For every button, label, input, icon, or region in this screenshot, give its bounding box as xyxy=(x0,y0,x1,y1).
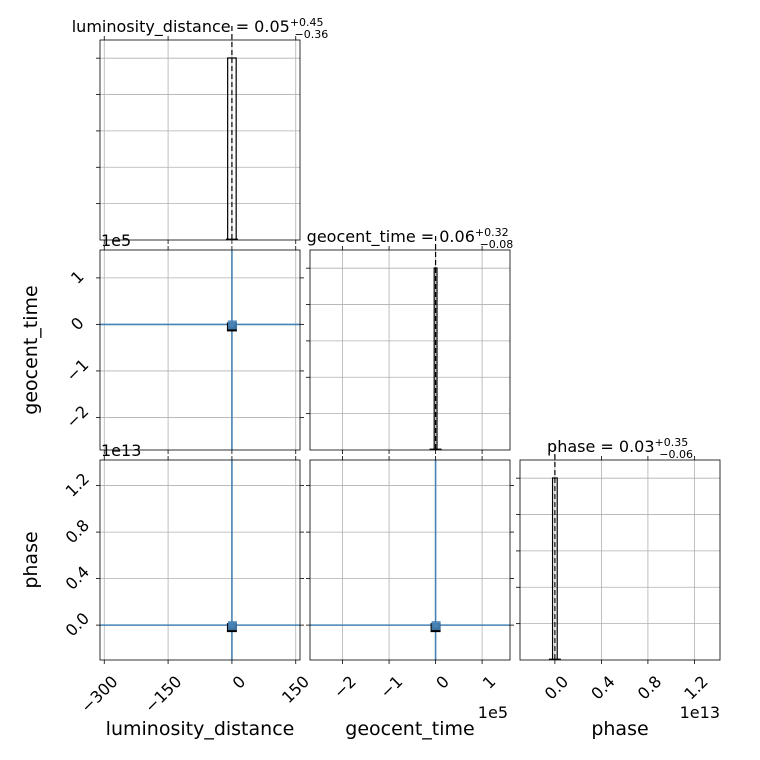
tick-marks xyxy=(306,456,514,664)
y-tick-label: 1 xyxy=(67,267,88,288)
title-luminosity-distance: luminosity_distance = 0.05+0.45 −0.36 xyxy=(72,16,329,41)
histogram-phase xyxy=(516,446,721,664)
histogram-bars xyxy=(548,446,561,660)
panel-frame xyxy=(99,249,301,451)
y-tick-label: −1 xyxy=(62,355,92,385)
histogram-geocent-time xyxy=(306,236,511,454)
grid-lines xyxy=(310,460,510,660)
grid-lines xyxy=(100,460,300,660)
x-tick-label: 0.4 xyxy=(587,672,618,703)
x-tick-label: 0 xyxy=(432,672,453,693)
scatter-luminosity-distance-vs-phase xyxy=(96,456,304,664)
panel-frame xyxy=(99,39,301,241)
tick-marks xyxy=(516,456,695,664)
panel-frame xyxy=(519,459,721,661)
x-tick-label: −2 xyxy=(330,672,360,702)
x-tick-label: 150 xyxy=(278,672,313,707)
truth-marker xyxy=(228,622,235,629)
x-tick-label: −1 xyxy=(376,672,406,702)
scatter-luminosity-distance-vs-geocent-time xyxy=(96,246,304,454)
density-marks xyxy=(310,460,510,660)
offset-geocent-time-y: 1e5 xyxy=(101,231,131,250)
scatter-geocent-time-vs-phase xyxy=(306,456,514,664)
panel-frame xyxy=(99,459,301,661)
truth-marker xyxy=(228,321,235,328)
panel-frame xyxy=(309,459,511,661)
y-tick-label: 0.4 xyxy=(62,562,93,593)
panel-frame xyxy=(309,249,511,451)
tick-marks xyxy=(96,36,297,244)
histogram-bars xyxy=(225,26,238,240)
offset-geocent-time-x: 1e5 xyxy=(478,703,508,722)
density-marks xyxy=(100,460,300,660)
x-tick-label: −300 xyxy=(77,672,122,717)
xlabel-geocent-time: geocent_time xyxy=(345,718,474,740)
x-tick-label: 0.0 xyxy=(541,672,572,703)
y-tick-label: 0.0 xyxy=(62,609,93,640)
tick-marks xyxy=(96,456,304,664)
histogram-bars xyxy=(429,236,442,450)
grid-lines xyxy=(520,460,720,660)
offset-phase-x: 1e13 xyxy=(680,703,720,722)
truth-marker xyxy=(432,622,439,629)
x-tick-label: 1.2 xyxy=(680,672,711,703)
x-tick-label: 0.8 xyxy=(634,672,665,703)
title-phase: phase = 0.03+0.35 −0.06 xyxy=(547,436,693,461)
offset-phase-y: 1e13 xyxy=(101,441,141,460)
x-tick-label: −150 xyxy=(141,672,186,717)
xlabel-phase: phase xyxy=(591,718,648,740)
y-tick-label: 0 xyxy=(67,313,88,334)
grid-lines xyxy=(310,250,510,450)
grid-lines xyxy=(100,40,300,240)
xlabel-luminosity-distance: luminosity_distance xyxy=(106,718,295,740)
histogram-luminosity-distance xyxy=(96,26,301,244)
tick-marks xyxy=(306,246,483,454)
density-marks xyxy=(100,250,300,450)
y-tick-label: −2 xyxy=(62,402,92,432)
tick-labels: −300 −150 0 150 −2 −1 0 1 0.0 0.4 0.8 1.2 −2 −1 0 1 0.0 0… xyxy=(62,267,712,717)
y-tick-label: 1.2 xyxy=(62,469,93,500)
y-tick-label: 0.8 xyxy=(62,516,93,547)
x-tick-label: 0 xyxy=(229,672,250,693)
tick-marks xyxy=(96,246,304,454)
title-geocent-time: geocent_time = 0.06+0.32 −0.08 xyxy=(307,226,514,251)
x-tick-label: 1 xyxy=(479,672,500,693)
ylabel-phase: phase xyxy=(20,531,42,588)
ylabel-geocent-time: geocent_time xyxy=(20,285,42,414)
grid-lines xyxy=(100,250,300,450)
